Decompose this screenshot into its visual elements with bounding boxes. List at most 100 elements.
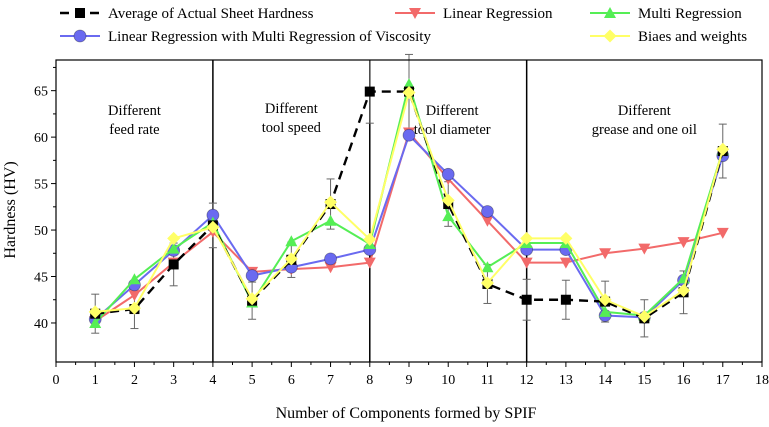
data-point	[285, 235, 298, 247]
legend-label: Average of Actual Sheet Hardness	[108, 6, 314, 22]
data-point	[402, 86, 416, 100]
data-point	[403, 78, 415, 90]
legend-marker	[409, 8, 421, 19]
y-axis-label: Hardness (HV)	[2, 161, 19, 258]
x-tick-label: 16	[677, 373, 691, 388]
legend-entry: Biaes and weights	[590, 29, 747, 45]
data-point	[481, 215, 494, 227]
data-point	[480, 276, 494, 290]
data-point	[324, 195, 338, 209]
data-point	[560, 294, 571, 305]
section-annotation: Different feed rate	[108, 103, 161, 138]
y-tick-label: 55	[34, 178, 48, 193]
x-tick-label: 1	[92, 373, 99, 388]
x-tick-label: 11	[481, 373, 494, 388]
data-point	[599, 248, 612, 260]
data-point	[206, 220, 220, 234]
data-point	[324, 214, 337, 226]
series-3	[88, 128, 730, 326]
data-point	[442, 210, 455, 222]
series-1	[89, 127, 729, 328]
data-point	[402, 128, 416, 142]
section-annotations: Different feed rate Different tool speed Dif…	[108, 101, 697, 138]
y-tick-label: 65	[34, 85, 48, 100]
data-point	[364, 86, 375, 97]
x-axis-label: Number of Components formed by SPIF	[276, 405, 537, 422]
data-point	[128, 290, 141, 302]
series-4	[88, 86, 730, 323]
x-tick-label: 14	[598, 373, 612, 388]
data-point	[520, 231, 534, 245]
legend-label: Biaes and weights	[638, 29, 747, 45]
data-point	[481, 261, 494, 273]
x-tick-label: 10	[441, 373, 455, 388]
data-point	[168, 259, 179, 270]
y-tick-label: 60	[34, 131, 48, 146]
data-point	[677, 283, 691, 297]
series-line	[95, 90, 724, 320]
data-point	[88, 305, 102, 319]
legend-label: Linear Regression	[443, 6, 553, 22]
legend-entry: Average of Actual Sheet Hardness	[60, 6, 314, 22]
data-series	[88, 78, 730, 328]
data-point	[716, 227, 729, 239]
x-tick-label: 15	[637, 373, 651, 388]
data-point	[520, 257, 533, 269]
data-point	[324, 252, 337, 266]
series-line	[94, 131, 724, 322]
x-tick-label: 4	[209, 373, 216, 388]
x-tick-label: 13	[559, 373, 573, 388]
data-point	[167, 242, 180, 254]
x-tick-label: 0	[53, 373, 60, 388]
legend-label: Linear Regression with Multi Regression …	[108, 29, 431, 45]
data-point	[637, 309, 651, 323]
data-point	[324, 262, 337, 274]
data-point	[677, 237, 690, 249]
x-tick-label: 7	[327, 373, 334, 388]
legend-entry: Multi Regression	[590, 6, 742, 22]
x-tick-label: 5	[249, 373, 256, 388]
legend: Average of Actual Sheet Hardness Linear R…	[60, 6, 747, 45]
section-annotation: Different tool diameter	[414, 103, 491, 138]
data-point	[481, 205, 494, 218]
data-point	[167, 231, 181, 245]
x-tick-label: 6	[288, 373, 295, 388]
x-tick-label: 8	[366, 373, 373, 388]
x-tick-label: 12	[520, 373, 534, 388]
series-line	[94, 134, 724, 321]
data-point	[559, 257, 572, 269]
data-point	[716, 142, 730, 156]
data-point	[638, 243, 651, 255]
legend-marker	[73, 29, 87, 43]
data-point	[245, 269, 259, 282]
data-point	[559, 231, 573, 245]
y-tick-label: 50	[34, 224, 48, 239]
x-tick-label: 2	[131, 373, 138, 388]
data-point	[599, 305, 612, 317]
legend-marker	[603, 29, 617, 43]
data-point	[363, 232, 377, 246]
data-point	[89, 316, 102, 328]
data-point	[521, 294, 532, 305]
legend-label: Multi Regression	[638, 6, 742, 22]
x-tick-label: 18	[755, 373, 769, 388]
data-point	[598, 293, 612, 307]
legend-entry: Linear Regression	[395, 6, 553, 22]
legend-marker	[604, 7, 616, 18]
x-tick-label: 3	[170, 373, 177, 388]
x-tick-label: 17	[716, 373, 730, 388]
legend-entry: Linear Regression with Multi Regression …	[60, 29, 431, 45]
y-tick-label: 45	[34, 271, 48, 286]
data-point	[284, 252, 298, 266]
data-point	[441, 193, 455, 207]
data-point	[127, 301, 141, 315]
y-tick-label: 40	[34, 317, 48, 332]
legend-marker	[75, 8, 85, 18]
data-point	[441, 167, 455, 181]
data-point	[128, 273, 141, 285]
section-annotation: Different grease and one oil	[592, 103, 697, 138]
data-point	[363, 257, 376, 269]
data-point	[245, 292, 259, 306]
